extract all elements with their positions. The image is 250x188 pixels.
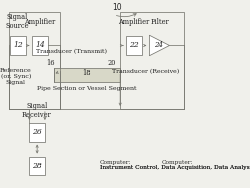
Text: 28: 28 [32, 162, 42, 170]
Text: 12: 12 [13, 42, 23, 49]
Text: Computer:
Instrument Control, Data Acquisition, Data Analysis: Computer: Instrument Control, Data Acqui… [100, 159, 250, 170]
Bar [32, 36, 48, 55]
Text: 20: 20 [108, 59, 116, 67]
Text: Transducer (Receive): Transducer (Receive) [112, 69, 179, 74]
Text: 14: 14 [35, 42, 45, 49]
Text: 10: 10 [113, 3, 122, 12]
Bar [30, 123, 45, 142]
Bar [54, 68, 120, 82]
Text: 16: 16 [46, 59, 55, 67]
Text: 22: 22 [129, 42, 139, 49]
Text: Computer:
Instrument Control, Data Acquisition, Data Analysis: Computer: Instrument Control, Data Acqui… [100, 159, 250, 170]
Text: 24: 24 [154, 42, 163, 49]
Text: 18: 18 [82, 69, 91, 77]
Text: 26: 26 [32, 128, 42, 136]
Bar [10, 36, 26, 55]
Text: Transducer (Transmit): Transducer (Transmit) [36, 49, 107, 55]
Text: Reference
(or, Sync)
Signal: Reference (or, Sync) Signal [0, 68, 32, 85]
Text: Signal
Receiver: Signal Receiver [22, 102, 52, 119]
Bar [30, 157, 45, 175]
Text: Signal
Source: Signal Source [5, 13, 29, 30]
Bar [120, 12, 184, 109]
Text: Pipe Section or Vessel Segment: Pipe Section or Vessel Segment [37, 86, 136, 91]
Text: Filter: Filter [151, 18, 170, 26]
Bar [9, 12, 60, 109]
Text: Amplifier: Amplifier [118, 18, 149, 26]
Text: Amplifier: Amplifier [24, 18, 55, 26]
Bar [126, 36, 142, 55]
Polygon shape [149, 35, 170, 56]
